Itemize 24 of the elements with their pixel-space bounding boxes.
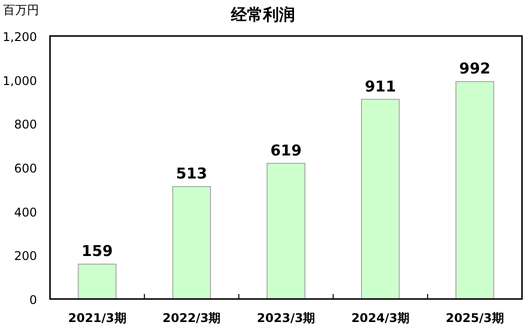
x-tick-label: 2025/3期	[446, 311, 504, 325]
data-label: 513	[176, 164, 208, 183]
y-tick-label: 800	[14, 118, 37, 132]
bar	[172, 186, 211, 300]
x-tick-label: 2022/3期	[162, 311, 221, 325]
bar	[455, 81, 494, 300]
y-axis-title: 百万円	[3, 3, 39, 17]
bar	[361, 98, 400, 300]
bar	[78, 264, 117, 300]
bar	[266, 162, 306, 300]
x-tick-label: 2023/3期	[256, 311, 316, 325]
y-tick-label: 1,200	[2, 30, 37, 44]
y-tick-label: 200	[14, 249, 37, 264]
data-label: 159	[82, 242, 113, 260]
x-tick-label: 2024/3期	[351, 311, 410, 325]
data-label: 992	[459, 60, 490, 78]
y-tick-label: 0	[29, 293, 37, 307]
data-label: 911	[364, 77, 396, 96]
y-tick-label: 600	[14, 162, 37, 176]
x-tick-label: 2021/3期	[68, 311, 126, 325]
y-tick-label: 400	[14, 205, 37, 220]
chart-title: 经常利润	[230, 5, 295, 24]
data-label: 619	[270, 141, 302, 160]
y-tick-label: 1,000	[2, 74, 37, 88]
